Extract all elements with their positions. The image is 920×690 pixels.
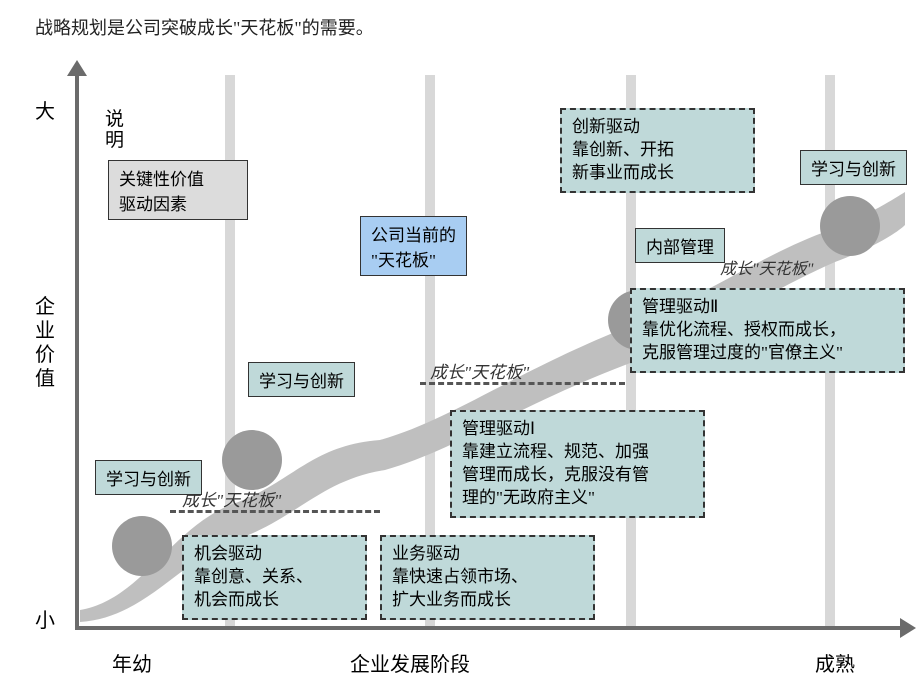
ceiling-ball-1 bbox=[112, 516, 172, 576]
legend-callout: 关键性价值驱动因素 bbox=[108, 160, 248, 220]
x-axis-arrow bbox=[900, 618, 916, 638]
diagram-stage: 战略规划是公司突破成长"天花板"的需要。 大 企业价值 小 年幼 企业发展阶段 … bbox=[0, 0, 920, 690]
box-mgmt2: 管理驱动Ⅱ靠优化流程、授权而成长，克服管理过度的"官僚主义" bbox=[630, 288, 905, 373]
box-mgmt1: 管理驱动Ⅰ靠建立流程、规范、加强管理而成长，克服没有管理的"无政府主义" bbox=[450, 410, 705, 518]
page-title: 战略规划是公司突破成长"天花板"的需要。 bbox=[35, 14, 374, 40]
box-business: 业务驱动靠快速占领市场、扩大业务而成长 bbox=[380, 535, 595, 620]
flag-internal-mgmt: 内部管理 bbox=[635, 228, 725, 263]
flag-learn-3-text: 学习与创新 bbox=[811, 160, 896, 179]
legend-callout-text: 关键性价值驱动因素 bbox=[119, 170, 204, 214]
ceiling-label-3: 成长"天花板" bbox=[720, 255, 813, 279]
flag-learn-2: 学习与创新 bbox=[248, 362, 355, 397]
legend-label: 说明 bbox=[105, 110, 127, 152]
y-axis bbox=[75, 70, 79, 630]
flag-learn-2-text: 学习与创新 bbox=[259, 372, 344, 391]
flag-learn-3: 学习与创新 bbox=[800, 150, 907, 185]
box-mgmt2-text: 管理驱动Ⅱ靠优化流程、授权而成长，克服管理过度的"官僚主义" bbox=[642, 297, 846, 362]
flag-current-ceiling: 公司当前的"天花板" bbox=[360, 216, 467, 276]
x-label-left: 年幼 bbox=[112, 648, 152, 677]
x-label-mid: 企业发展阶段 bbox=[350, 648, 470, 677]
ceiling-ball-2 bbox=[222, 430, 282, 490]
ceiling-label-2: 成长"天花板" bbox=[430, 358, 529, 383]
y-label-bottom: 小 bbox=[35, 604, 55, 633]
ceiling-ball-4 bbox=[820, 196, 880, 256]
x-label-right: 成熟 bbox=[815, 648, 855, 677]
box-business-text: 业务驱动靠快速占领市场、扩大业务而成长 bbox=[392, 544, 528, 609]
flag-internal-mgmt-text: 内部管理 bbox=[646, 238, 714, 257]
y-axis-arrow bbox=[67, 60, 87, 76]
x-axis bbox=[75, 626, 905, 630]
box-innovate: 创新驱动靠创新、开拓新事业而成长 bbox=[560, 108, 755, 193]
y-label-mid: 企业价值 bbox=[35, 295, 57, 391]
y-label-top: 大 bbox=[35, 95, 55, 124]
box-opportunity-text: 机会驱动靠创意、关系、机会而成长 bbox=[194, 544, 313, 609]
box-innovate-text: 创新驱动靠创新、开拓新事业而成长 bbox=[572, 117, 674, 182]
flag-learn-1: 学习与创新 bbox=[95, 460, 202, 495]
box-opportunity: 机会驱动靠创意、关系、机会而成长 bbox=[182, 535, 367, 620]
flag-current-ceiling-text: 公司当前的"天花板" bbox=[371, 226, 456, 270]
box-mgmt1-text: 管理驱动Ⅰ靠建立流程、规范、加强管理而成长，克服没有管理的"无政府主义" bbox=[462, 419, 649, 507]
flag-learn-1-text: 学习与创新 bbox=[106, 470, 191, 489]
